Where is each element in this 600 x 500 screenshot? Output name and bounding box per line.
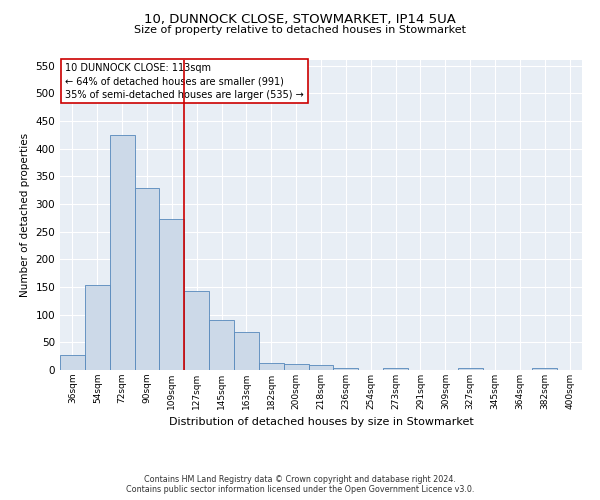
Text: 10 DUNNOCK CLOSE: 113sqm
← 64% of detached houses are smaller (991)
35% of semi-: 10 DUNNOCK CLOSE: 113sqm ← 64% of detach… (65, 63, 304, 100)
Bar (259, 363, 284, 370)
Bar (134, 188, 160, 370)
Bar (60, 355, 85, 370)
Bar (308, 365, 334, 370)
Text: 10, DUNNOCK CLOSE, STOWMARKET, IP14 5UA: 10, DUNNOCK CLOSE, STOWMARKET, IP14 5UA (144, 12, 456, 26)
Bar (209, 320, 234, 370)
Bar (85, 285, 110, 370)
Bar (284, 364, 308, 370)
Bar (532, 368, 557, 370)
Bar (234, 332, 259, 370)
Bar (160, 220, 184, 370)
Bar (334, 368, 358, 370)
X-axis label: Distribution of detached houses by size in Stowmarket: Distribution of detached houses by size … (169, 418, 473, 428)
Bar (184, 291, 209, 370)
Y-axis label: Number of detached properties: Number of detached properties (20, 133, 30, 297)
Text: Contains HM Land Registry data © Crown copyright and database right 2024.
Contai: Contains HM Land Registry data © Crown c… (126, 474, 474, 494)
Bar (383, 368, 408, 370)
Text: Size of property relative to detached houses in Stowmarket: Size of property relative to detached ho… (134, 25, 466, 35)
Bar (458, 368, 482, 370)
Bar (110, 134, 134, 370)
